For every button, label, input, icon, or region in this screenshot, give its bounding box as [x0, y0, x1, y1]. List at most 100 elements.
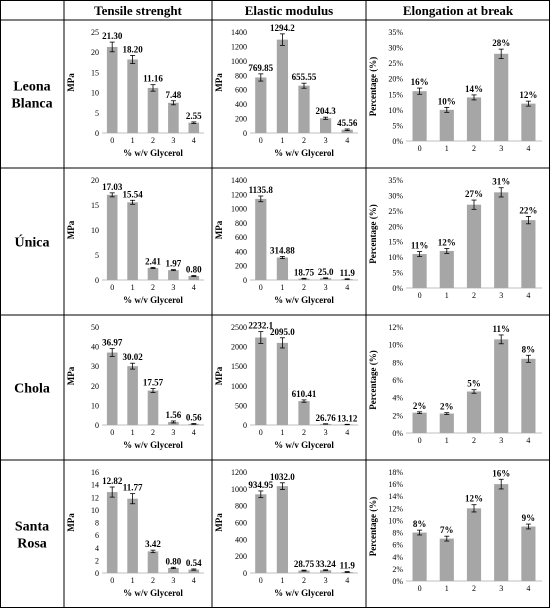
- x-tick-label: 4: [192, 136, 196, 145]
- x-axis-label: % w/v Glycerol: [123, 148, 183, 158]
- bar: [188, 276, 200, 280]
- data-label: 7.48: [166, 90, 182, 100]
- y-tick-label: 14: [91, 481, 99, 490]
- y-tick-label: 25: [91, 28, 99, 37]
- data-label: 28%: [492, 38, 510, 48]
- y-tick-label: 400: [235, 247, 247, 256]
- bar: [255, 198, 267, 280]
- row-label: Leona: [13, 80, 50, 95]
- y-tick-label: 35%: [388, 176, 403, 185]
- y-tick-label: 600: [235, 86, 247, 95]
- data-label: 3.42: [145, 539, 161, 549]
- data-label: 31%: [492, 177, 510, 187]
- y-tick-label: 10: [91, 226, 99, 235]
- x-tick-label: 2: [472, 291, 476, 300]
- y-axis-label: Percentage (%): [368, 204, 378, 264]
- chart-1-3: 0% 5% 10% 15% 20% 25% 30% 35% Percentage (%) 16% 0…: [368, 28, 542, 153]
- y-axis-label: MPa: [66, 220, 76, 239]
- bar: [127, 59, 138, 133]
- x-axis-label: % w/v Glycerol: [123, 588, 183, 598]
- bar: [298, 570, 310, 573]
- y-tick-label: 2%: [392, 411, 403, 420]
- y-tick-label: 15%: [388, 238, 403, 247]
- x-tick-label: 1: [131, 428, 135, 437]
- x-tick-label: 0: [259, 136, 263, 145]
- x-tick-label: 0: [110, 576, 114, 585]
- y-tick-label: 200: [235, 115, 247, 124]
- data-label: 18.75: [294, 267, 315, 277]
- data-label: 5%: [467, 379, 481, 389]
- bar: [521, 358, 536, 433]
- x-axis-label: % w/v Glycerol: [274, 440, 334, 450]
- y-axis-label: MPa: [214, 513, 224, 532]
- chart-4-1: 0 2 4 6 8 10 12 14 16 MPa 12.82 0 11.77 1 3.42 2 0.80 3 0.…: [66, 468, 204, 598]
- bar: [147, 551, 159, 573]
- bar: [127, 498, 138, 573]
- y-tick-label: 16: [91, 468, 99, 477]
- y-tick-label: 12%: [388, 323, 403, 332]
- y-tick-label: 4: [95, 544, 99, 553]
- y-tick-label: 8%: [392, 358, 403, 367]
- y-tick-label: 10%: [388, 516, 403, 525]
- data-label: 27%: [465, 189, 483, 199]
- data-label: 30.02: [122, 352, 143, 362]
- data-label: 33.24: [315, 559, 336, 569]
- bar: [439, 250, 454, 288]
- y-tick-label: 800: [235, 71, 247, 80]
- row-label: Chola: [14, 382, 50, 397]
- x-tick-label: 4: [526, 436, 530, 445]
- y-tick-label: 2%: [392, 565, 403, 574]
- data-label: 17.03: [102, 182, 123, 192]
- y-tick-label: 1000: [231, 57, 247, 66]
- data-label: 7%: [440, 525, 454, 535]
- x-tick-label: 4: [192, 576, 196, 585]
- x-tick-label: 1: [131, 576, 135, 585]
- data-label: 26.76: [315, 413, 336, 423]
- bar: [106, 492, 118, 573]
- data-label: 1032.0: [270, 472, 295, 482]
- data-label: 11.16: [143, 74, 163, 84]
- bar: [521, 220, 536, 288]
- y-tick-label: 8%: [392, 529, 403, 538]
- bar: [298, 401, 310, 425]
- y-tick-label: 10%: [388, 253, 403, 262]
- x-tick-label: 4: [526, 144, 530, 153]
- chart-2-3: 0% 5% 10% 15% 20% 25% 30% 35% Percentage (%) 11% 0…: [368, 176, 542, 300]
- row-label: Rosa: [17, 537, 47, 552]
- x-tick-label: 2: [151, 283, 155, 292]
- y-tick-label: 200: [235, 552, 247, 561]
- x-tick-label: 0: [110, 428, 114, 437]
- x-tick-label: 3: [171, 428, 175, 437]
- x-tick-label: 2: [472, 584, 476, 593]
- bar: [521, 103, 536, 141]
- y-tick-label: 6: [95, 531, 99, 540]
- y-tick-label: 10: [91, 401, 99, 410]
- y-tick-label: 1200: [231, 468, 247, 477]
- x-axis-label: % w/v Glycerol: [123, 295, 183, 305]
- data-label: 0.56: [186, 413, 202, 423]
- y-tick-label: 16%: [388, 480, 403, 489]
- y-tick-label: 800: [235, 219, 247, 228]
- y-tick-label: 12%: [388, 504, 403, 513]
- data-label: 2%: [440, 402, 454, 412]
- x-tick-label: 3: [324, 283, 328, 292]
- y-tick-label: 50: [91, 323, 99, 332]
- y-tick-label: 800: [235, 502, 247, 511]
- data-label: 1294.2: [270, 23, 295, 33]
- data-label: 0.54: [186, 558, 202, 568]
- y-tick-label: 600: [235, 233, 247, 242]
- y-tick-label: 10%: [388, 106, 403, 115]
- x-tick-label: 1: [131, 136, 135, 145]
- x-tick-label: 1: [280, 576, 284, 585]
- bar: [168, 102, 179, 133]
- y-axis-label: MPa: [66, 73, 76, 92]
- x-tick-label: 3: [324, 428, 328, 437]
- data-label: 13.12: [337, 413, 358, 423]
- data-label: 21.30: [102, 31, 123, 41]
- bar: [466, 508, 482, 581]
- data-label: 18.20: [122, 44, 143, 54]
- x-tick-label: 4: [345, 428, 349, 437]
- column-header: Elongation at break: [403, 3, 514, 18]
- x-tick-label: 0: [110, 136, 114, 145]
- bar: [412, 412, 427, 433]
